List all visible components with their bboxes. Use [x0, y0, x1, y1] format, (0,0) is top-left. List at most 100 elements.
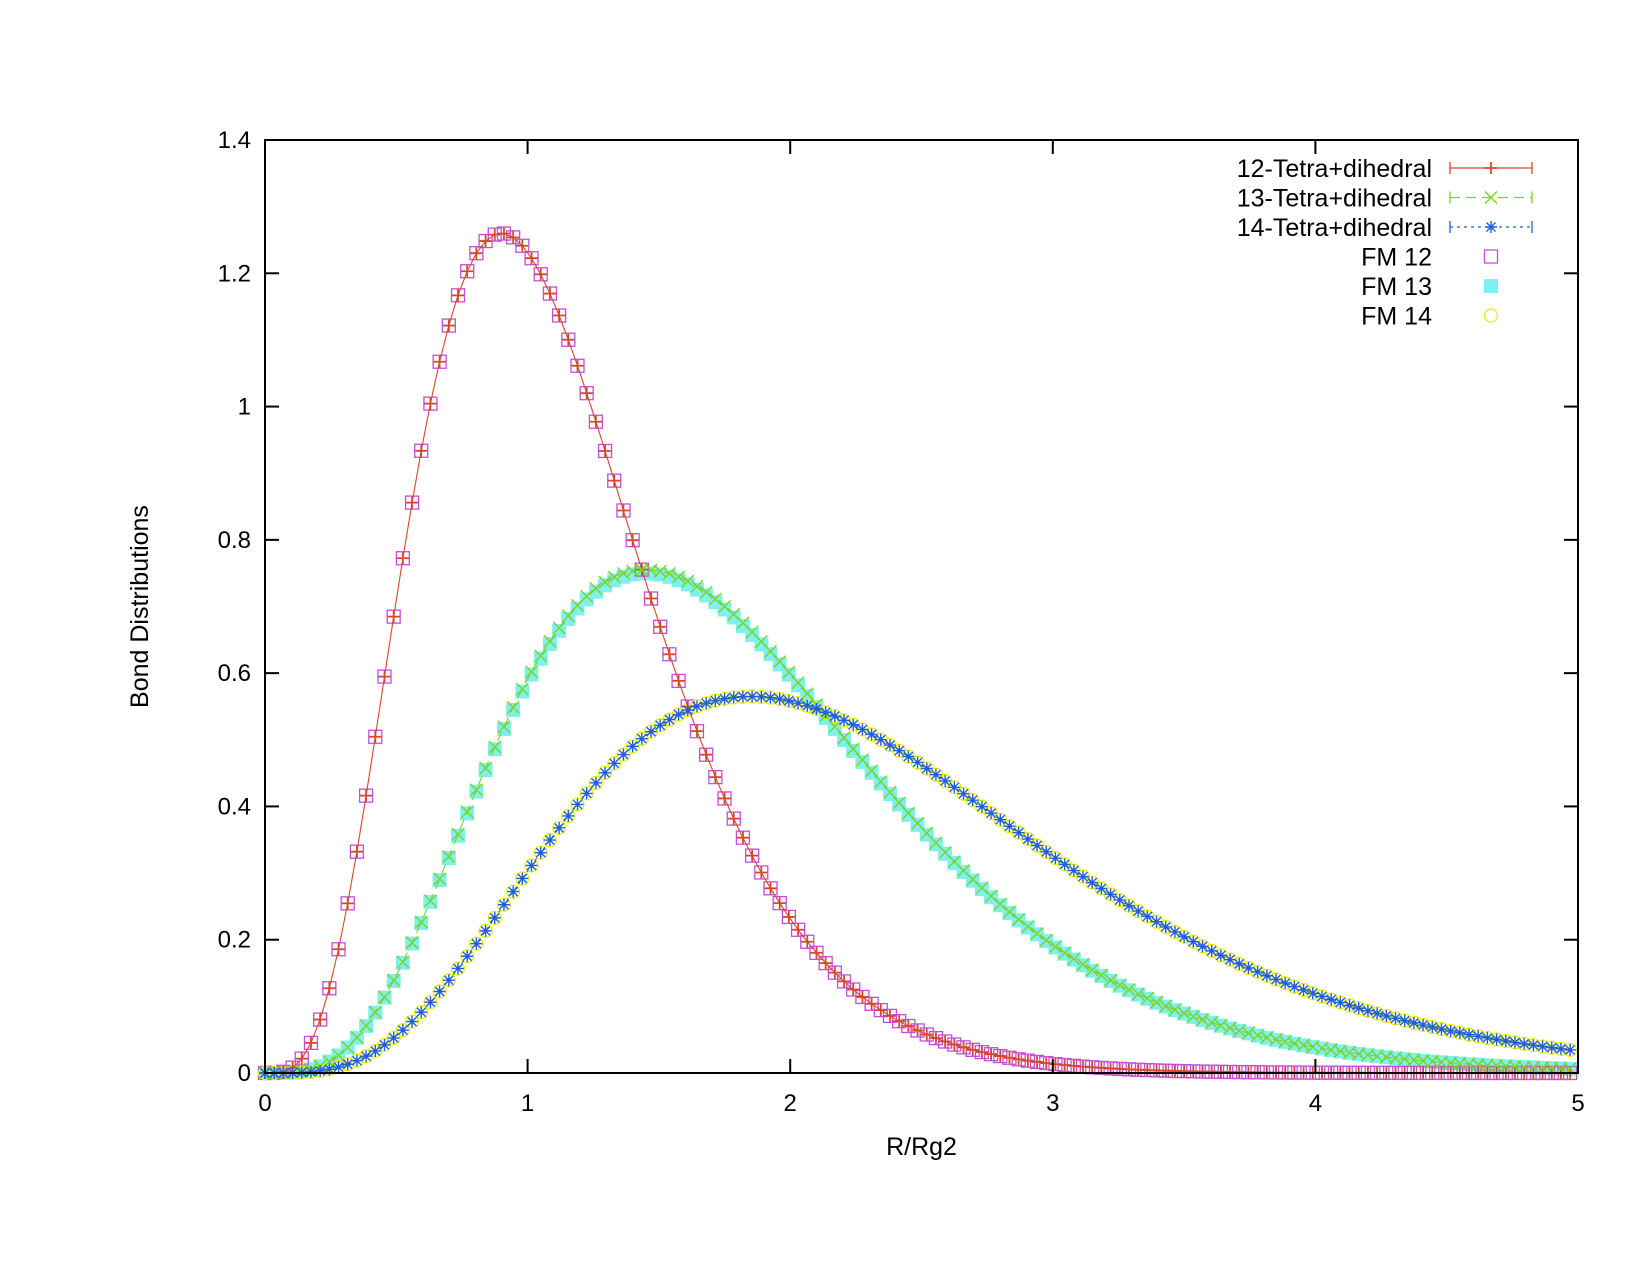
data-point [735, 830, 751, 845]
data-point [368, 729, 383, 744]
data-point [597, 765, 613, 780]
data-point [892, 796, 906, 810]
data-point [507, 885, 520, 898]
data-point [441, 318, 456, 333]
data-point [1058, 946, 1072, 960]
data-point [386, 1030, 401, 1046]
data-point [755, 866, 768, 879]
data-point [616, 503, 631, 518]
x-axis-title: R/Rg2 [886, 1133, 957, 1161]
data-point [1067, 952, 1081, 966]
data-point [1003, 1051, 1016, 1064]
data-point [387, 1031, 400, 1044]
data-point [506, 884, 521, 899]
data-point [836, 713, 852, 728]
data-point [423, 396, 438, 411]
data-point [782, 665, 796, 679]
data-point [433, 985, 446, 998]
x-tick-label: 4 [1309, 1090, 1322, 1117]
data-point [736, 690, 749, 703]
data-point [1012, 1053, 1025, 1066]
data-point [515, 682, 529, 696]
y-tick-label: 0.8 [218, 527, 251, 554]
data-point [781, 667, 796, 682]
data-point [1204, 943, 1219, 958]
data-point [406, 1015, 419, 1028]
data-point [865, 728, 878, 741]
data-point [792, 923, 805, 936]
data-point [478, 923, 493, 938]
data-point [460, 806, 475, 821]
legend-entry: FM 13 [1361, 273, 1498, 301]
data-point [1177, 1006, 1191, 1020]
data-point [1463, 1028, 1476, 1041]
data-point [570, 797, 585, 812]
data-point [1361, 1004, 1374, 1017]
data-point [846, 982, 861, 997]
series-13-tetra-dihedral [258, 563, 1577, 1080]
data-point [1196, 940, 1209, 953]
data-point [1527, 1039, 1540, 1052]
legend-entry: 12-Tetra+dihedral [1237, 155, 1533, 183]
data-point [847, 983, 860, 996]
data-point [654, 620, 667, 633]
data-point [1213, 948, 1228, 963]
data-point [497, 227, 510, 240]
data-point [332, 1061, 345, 1074]
data-point [643, 591, 659, 606]
data-point [1453, 1026, 1466, 1039]
data-point [662, 647, 677, 662]
data-point [378, 670, 391, 683]
data-point [1279, 977, 1292, 990]
data-point [542, 286, 558, 301]
data-point [414, 443, 429, 458]
data-point [314, 1013, 327, 1026]
data-point [810, 946, 823, 959]
y-tick-label: 0.2 [218, 927, 251, 954]
data-point [882, 1008, 898, 1024]
data-point [1113, 978, 1127, 992]
data-point [377, 669, 392, 684]
data-point [718, 692, 731, 705]
data-point [479, 761, 493, 775]
data-point [1186, 934, 1201, 949]
data-point [323, 1063, 336, 1076]
data-point [395, 1023, 410, 1038]
data-point [1104, 888, 1117, 901]
data-point [1030, 927, 1044, 941]
data-point [736, 831, 749, 844]
data-point [1398, 1014, 1411, 1027]
x-tick-label: 2 [784, 1090, 797, 1117]
data-point [1187, 935, 1200, 948]
data-point [699, 585, 713, 599]
y-axis-title: Bond Distributions [126, 505, 154, 708]
data-point [827, 965, 842, 980]
data-point [764, 644, 777, 658]
data-point [1150, 915, 1163, 928]
data-point [515, 238, 530, 253]
data-point [469, 936, 484, 951]
data-point [1380, 1009, 1393, 1022]
legend-entry: 14-Tetra+dihedral [1237, 214, 1533, 242]
data-point [580, 787, 593, 800]
data-point [378, 1038, 391, 1051]
data-point [562, 333, 575, 346]
data-point [782, 694, 795, 707]
data-point [579, 786, 594, 801]
data-point [387, 610, 400, 623]
data-point [469, 783, 483, 797]
data-point [1233, 957, 1246, 970]
legend-label: 12-Tetra+dihedral [1237, 155, 1432, 183]
data-point [478, 763, 493, 778]
data-point [792, 697, 805, 710]
data-point [404, 1014, 420, 1029]
data-point [433, 872, 447, 886]
data-point [312, 1012, 328, 1027]
data-point [1178, 930, 1191, 943]
data-point [1150, 995, 1164, 1009]
data-point [1021, 1054, 1034, 1067]
data-point [1168, 925, 1181, 938]
data-point [415, 444, 428, 457]
series-14-tetra-dihedral [259, 690, 1577, 1079]
